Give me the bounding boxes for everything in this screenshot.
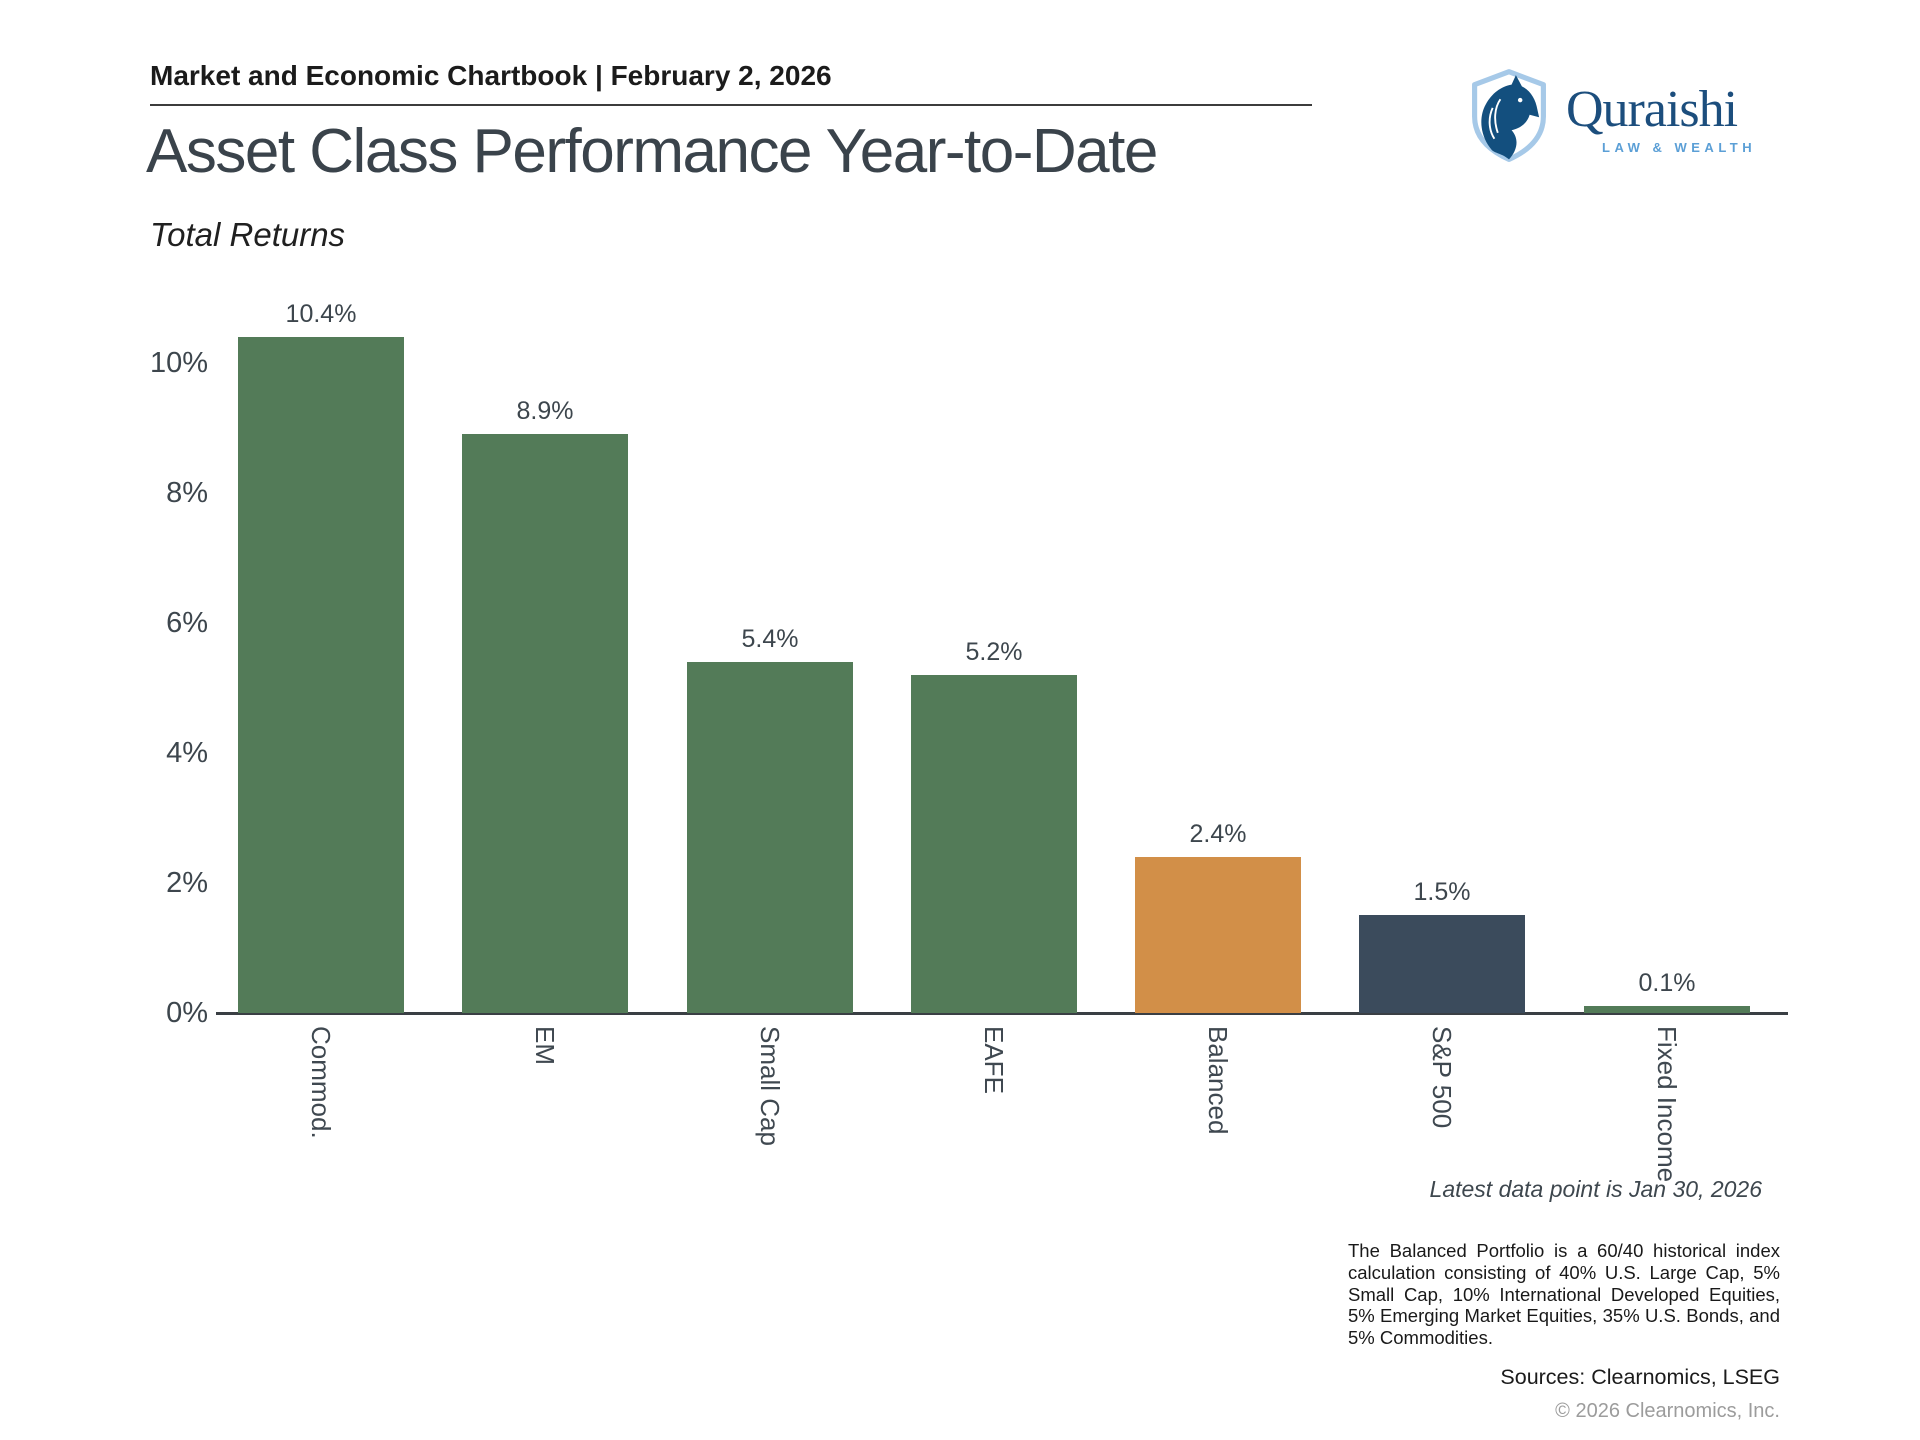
footer: The Balanced Portfolio is a 60/40 histor…	[1348, 1240, 1780, 1423]
logo-text: Quraishi LAW & WEALTH	[1566, 81, 1757, 156]
x-axis-tick-label: Small Cap	[755, 1026, 785, 1146]
logo-name: Quraishi	[1566, 81, 1738, 138]
page-subtitle: Total Returns	[150, 216, 346, 253]
latest-data-note: Latest data point is Jan 30, 2026	[1429, 1176, 1762, 1202]
x-axis-tick-label: Commod.	[306, 1026, 336, 1139]
bar-value-label: 2.4%	[1189, 820, 1247, 848]
sources-line: Sources: Clearnomics, LSEG	[1500, 1365, 1780, 1390]
x-axis-tick-label: Fixed Income	[1652, 1026, 1682, 1183]
y-axis-tick-label: 2%	[166, 867, 208, 899]
bar-balanced	[1135, 857, 1301, 1013]
header-divider	[150, 104, 1312, 106]
bar-em	[462, 434, 628, 1013]
y-axis-tick-label: 6%	[166, 607, 208, 639]
x-axis-line	[216, 1012, 1788, 1015]
balanced-portfolio-footnote: The Balanced Portfolio is a 60/40 histor…	[1348, 1240, 1780, 1349]
quraishi-logo: Quraishi LAW & WEALTH	[1466, 66, 1756, 166]
bar-value-label: 8.9%	[516, 397, 574, 425]
bar-s-p-500	[1359, 915, 1525, 1013]
x-axis-tick-label: EM	[530, 1026, 560, 1065]
bar-value-label: 1.5%	[1413, 878, 1471, 906]
logo-tagline: LAW & WEALTH	[1602, 140, 1757, 155]
bar-commod-	[238, 337, 404, 1013]
x-axis-tick-label: Balanced	[1203, 1026, 1233, 1135]
page-title: Asset Class Performance Year-to-Date	[146, 117, 1158, 186]
bar-small-cap	[687, 662, 853, 1013]
y-axis-tick-label: 4%	[166, 737, 208, 769]
bar-eafe	[911, 675, 1077, 1013]
report-header: Market and Economic Chartbook | February…	[150, 60, 832, 91]
y-axis-tick-label: 8%	[166, 477, 208, 509]
horse-shield-icon	[1472, 69, 1546, 163]
y-axis-tick-label: 10%	[149, 347, 208, 379]
bar-value-label: 5.4%	[741, 625, 799, 653]
bar-value-label: 5.2%	[965, 638, 1023, 666]
x-axis-tick-label: EAFE	[979, 1026, 1009, 1094]
x-axis-tick-label: S&P 500	[1427, 1026, 1457, 1129]
bar-value-label: 0.1%	[1638, 969, 1696, 997]
y-axis-tick-label: 0%	[166, 997, 208, 1029]
copyright-line: © 2026 Clearnomics, Inc.	[1555, 1400, 1780, 1423]
bar-fixed-income	[1584, 1006, 1750, 1013]
bar-value-label: 10.4%	[285, 300, 357, 328]
